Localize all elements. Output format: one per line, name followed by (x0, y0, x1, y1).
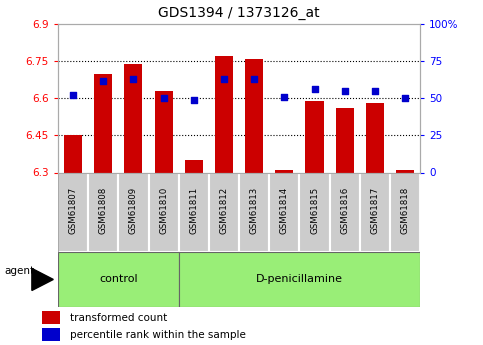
Point (129, 76, 137, 82)
Bar (179, 172, 209, 252)
Bar (215, 56, 233, 172)
Point (220, 76, 228, 82)
Bar (390, 172, 420, 252)
Bar (185, 160, 203, 172)
Bar (239, 172, 270, 252)
Text: GSM61811: GSM61811 (189, 187, 199, 234)
Text: GSM61807: GSM61807 (69, 187, 78, 234)
Bar (94, 73, 112, 172)
Text: GSM61817: GSM61817 (370, 187, 380, 234)
Point (160, 96, 168, 101)
Point (341, 88, 349, 93)
Bar (360, 172, 390, 252)
Point (371, 88, 379, 93)
Point (401, 96, 409, 101)
Bar (299, 172, 330, 252)
Text: agent: agent (5, 266, 35, 276)
Bar (245, 59, 263, 172)
Text: GSM61812: GSM61812 (219, 187, 228, 234)
Bar (118, 172, 149, 252)
Bar (42, 311, 60, 324)
Bar (149, 172, 179, 252)
Text: GSM61818: GSM61818 (400, 187, 410, 234)
Text: D-penicillamine: D-penicillamine (256, 275, 343, 284)
Text: GSM61809: GSM61809 (129, 187, 138, 234)
Bar (209, 172, 239, 252)
Text: transformed count: transformed count (70, 313, 167, 323)
Text: control: control (99, 275, 138, 284)
Text: percentile rank within the sample: percentile rank within the sample (70, 330, 245, 340)
Bar (275, 170, 294, 172)
Point (190, 97, 198, 102)
Point (99, 78, 107, 83)
Title: GDS1394 / 1373126_at: GDS1394 / 1373126_at (158, 6, 320, 20)
Text: GSM61814: GSM61814 (280, 187, 289, 234)
Bar (179, 252, 420, 307)
Bar (125, 64, 142, 172)
Bar (58, 172, 88, 252)
Bar (306, 101, 324, 172)
Text: GSM61813: GSM61813 (250, 187, 259, 234)
Bar (366, 103, 384, 172)
Bar (330, 172, 360, 252)
Bar (64, 135, 82, 172)
Point (281, 94, 288, 100)
Bar (42, 328, 60, 341)
Point (250, 76, 258, 82)
Bar (270, 172, 299, 252)
Point (69, 92, 77, 98)
Bar (336, 108, 354, 172)
Bar (88, 172, 118, 252)
Bar (396, 170, 414, 172)
Point (311, 87, 318, 92)
Bar (155, 91, 173, 172)
Text: GSM61816: GSM61816 (340, 187, 349, 234)
Text: GSM61808: GSM61808 (99, 187, 108, 234)
Text: GSM61810: GSM61810 (159, 187, 168, 234)
Text: GSM61815: GSM61815 (310, 187, 319, 234)
Bar (58, 252, 179, 307)
Polygon shape (32, 268, 53, 290)
